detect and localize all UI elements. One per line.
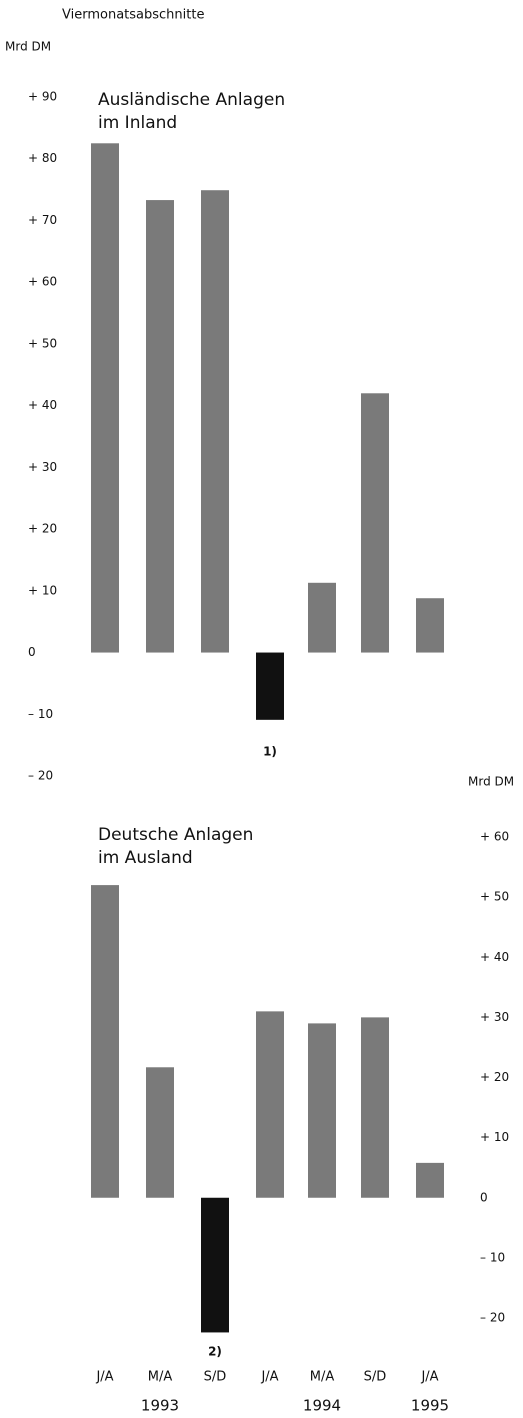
y-tick-label: + 90	[28, 90, 57, 104]
y-tick-label: + 10	[28, 583, 57, 597]
annotation: 1)	[263, 745, 277, 759]
y-tick-label: + 60	[28, 275, 57, 289]
x-tick-label: J/A	[260, 1370, 278, 1385]
bar	[308, 1023, 336, 1198]
y-tick-label: 0	[28, 645, 36, 659]
bar	[361, 393, 389, 653]
bar	[201, 1197, 229, 1333]
bar	[256, 652, 284, 720]
y-tick-label: – 20	[480, 1311, 505, 1325]
y-tick-label: 0	[480, 1190, 488, 1204]
bar	[361, 1017, 389, 1198]
axis-unit: Mrd DM	[5, 40, 51, 54]
x-tick-label: M/A	[148, 1370, 173, 1385]
y-tick-label: + 40	[28, 398, 57, 412]
chart-title: Deutsche Anlagen	[98, 825, 253, 845]
y-tick-label: + 80	[28, 151, 57, 165]
bar	[146, 200, 174, 653]
annotation: 2)	[208, 1345, 222, 1359]
x-tick-label: S/D	[204, 1370, 227, 1385]
x-tick-label: M/A	[310, 1370, 335, 1385]
bar	[416, 1162, 444, 1198]
y-tick-label: – 20	[28, 769, 53, 783]
x-group-label: 1995	[411, 1397, 449, 1415]
bar	[256, 1011, 284, 1198]
y-tick-label: + 20	[28, 522, 57, 536]
x-group-label: 1994	[303, 1397, 341, 1415]
x-tick-label: J/A	[420, 1370, 438, 1385]
x-tick-label: S/D	[364, 1370, 387, 1385]
y-tick-label: + 30	[28, 460, 57, 474]
x-tick-label: J/A	[95, 1370, 113, 1385]
y-tick-label: + 30	[480, 1010, 509, 1024]
axis-unit: Mrd DM	[468, 775, 514, 789]
chart-title: im Ausland	[98, 848, 193, 868]
y-tick-label: – 10	[480, 1250, 505, 1264]
header: Viermonatsabschnitte	[62, 8, 204, 23]
chart-title: im Inland	[98, 113, 177, 133]
chart-title: Ausländische Anlagen	[98, 90, 285, 110]
y-tick-label: + 40	[480, 950, 509, 964]
bar	[308, 582, 336, 653]
y-tick-label: + 50	[28, 336, 57, 350]
bar	[91, 885, 119, 1198]
y-tick-label: + 70	[28, 213, 57, 227]
x-group-label: 1993	[141, 1397, 179, 1415]
bar	[416, 598, 444, 653]
y-tick-label: + 10	[480, 1130, 509, 1144]
bar	[91, 143, 119, 653]
y-tick-label: + 20	[480, 1070, 509, 1084]
y-tick-label: + 50	[480, 890, 509, 904]
y-tick-label: – 10	[28, 707, 53, 721]
y-tick-label: + 60	[480, 830, 509, 844]
bar	[201, 190, 229, 653]
bar	[146, 1067, 174, 1198]
